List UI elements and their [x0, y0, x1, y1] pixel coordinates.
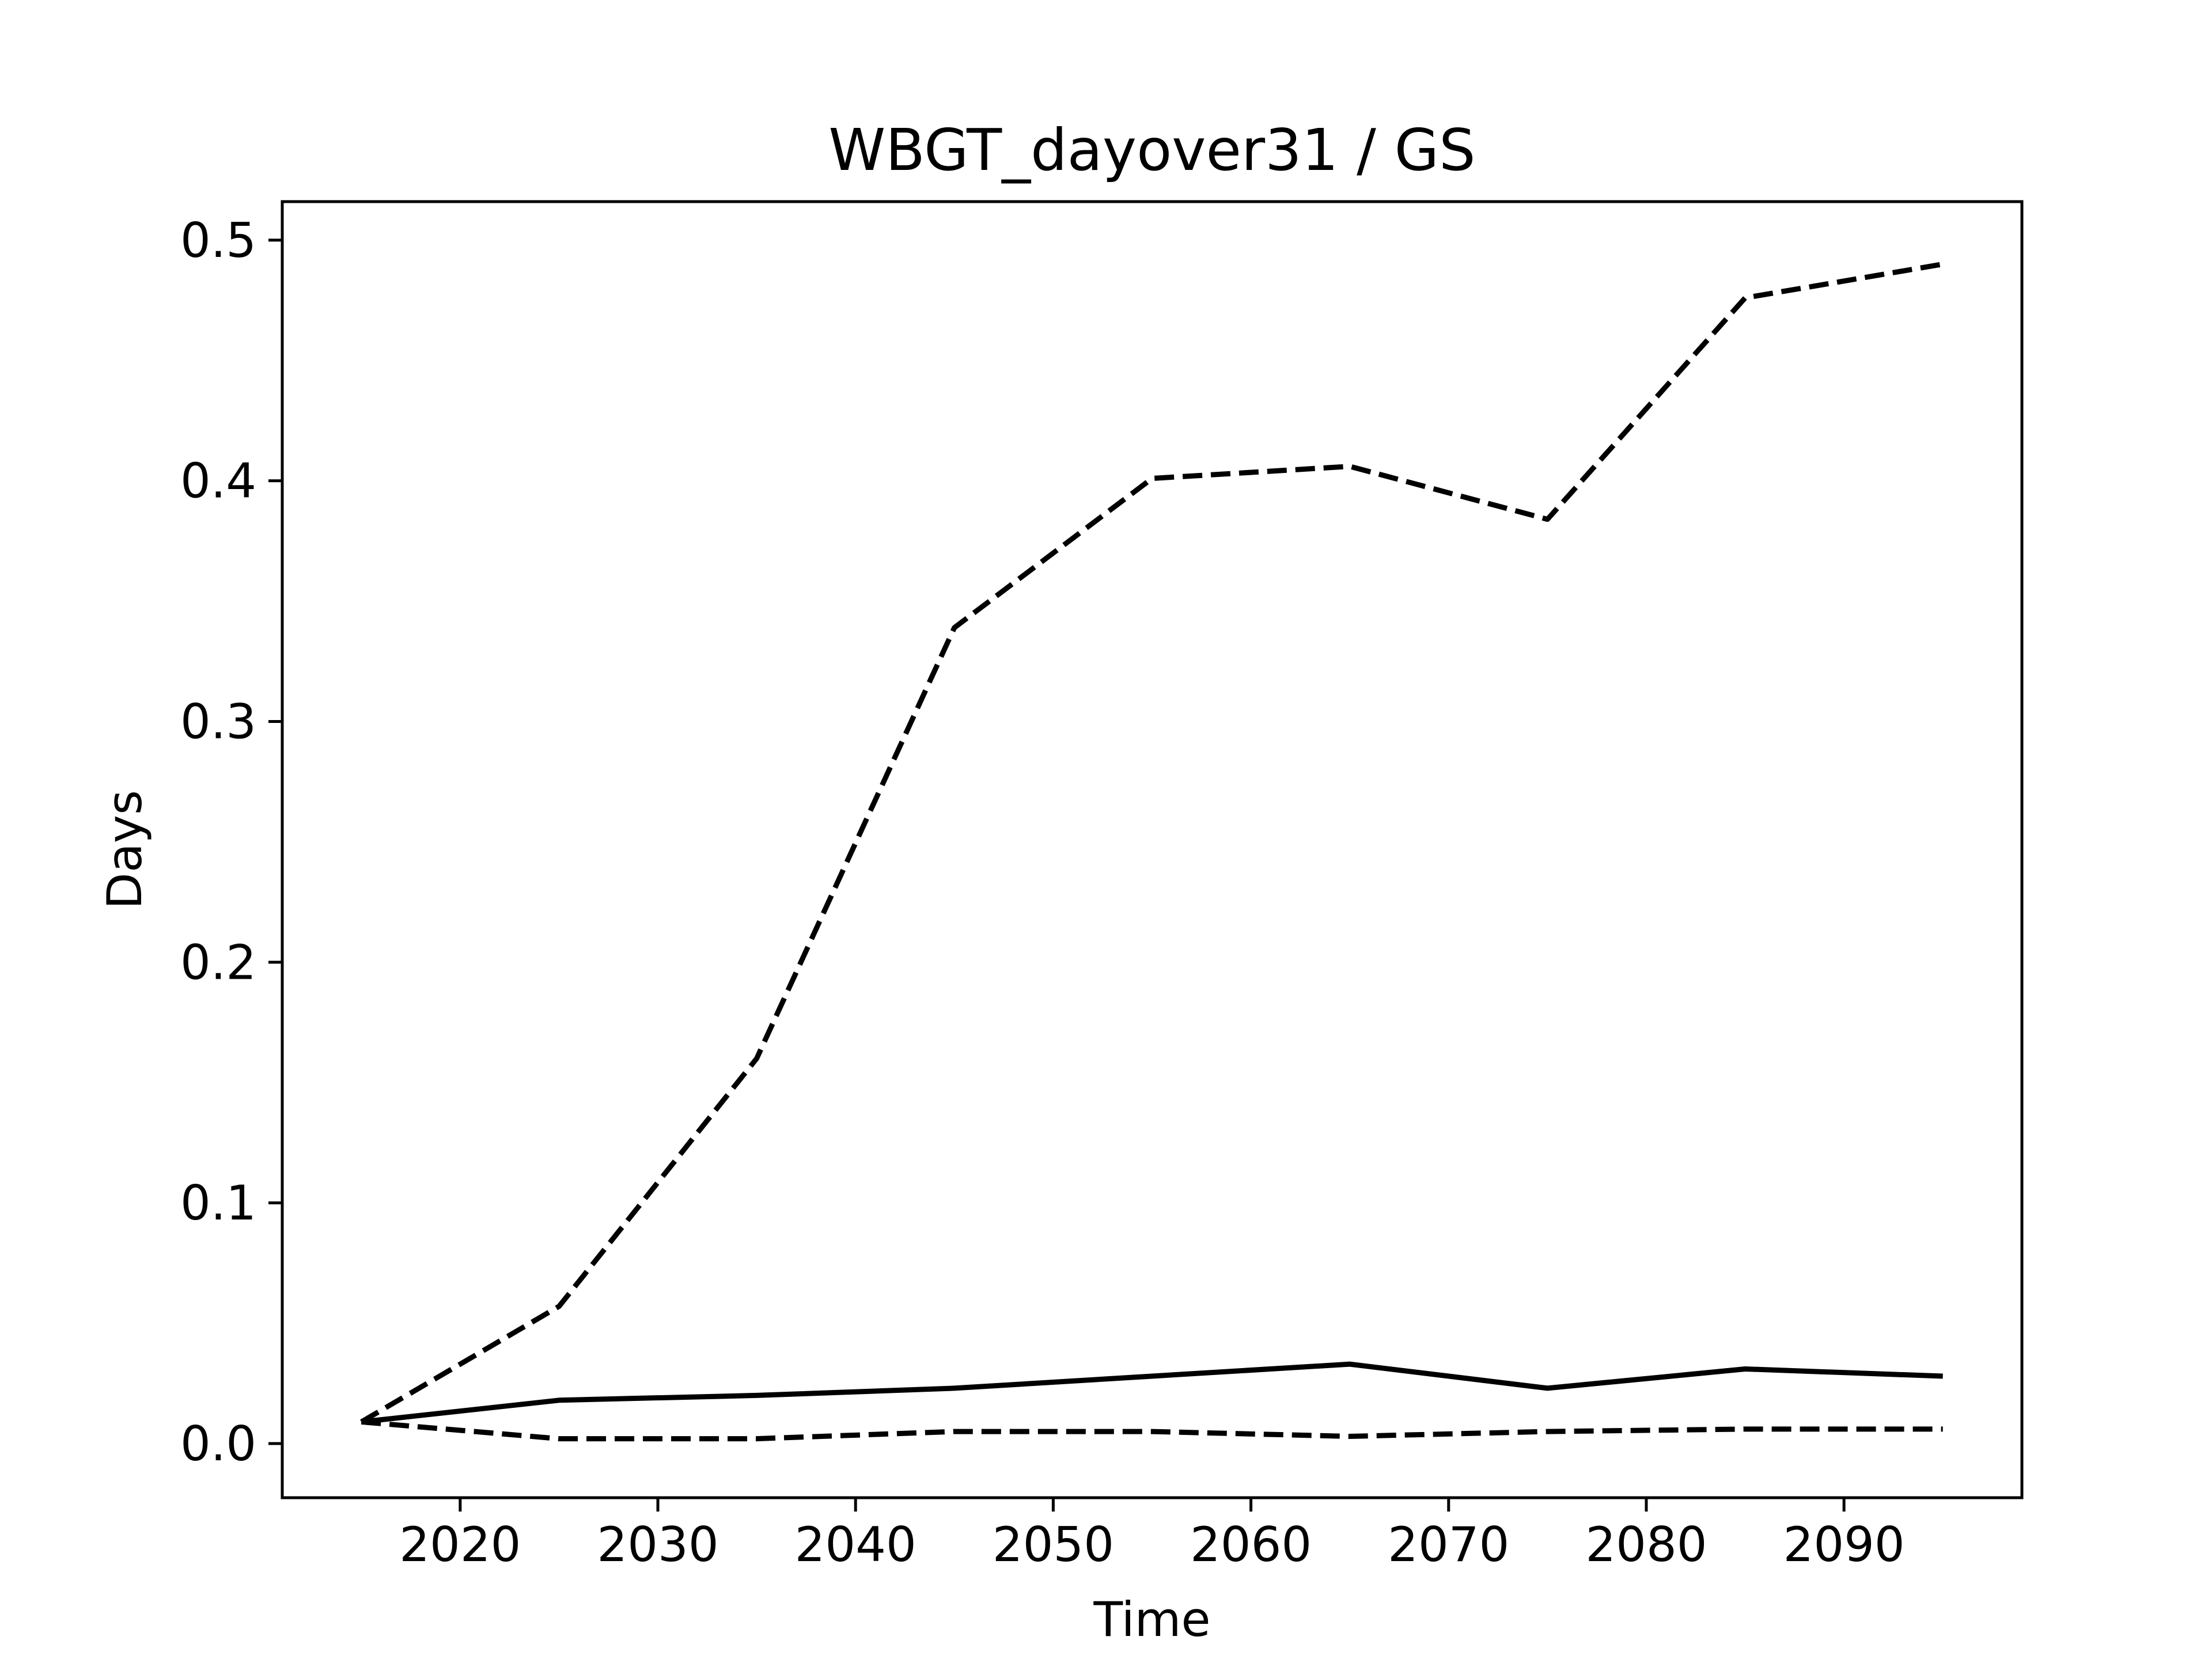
y-tick-label: 0.0: [180, 1416, 256, 1472]
y-tick-label: 0.2: [180, 934, 256, 990]
x-tick-label: 2030: [597, 1517, 718, 1573]
y-tick-label: 0.5: [180, 213, 256, 268]
x-tick-label: 2060: [1190, 1517, 1312, 1573]
y-tick-label: 0.1: [180, 1175, 256, 1231]
series-layer: [360, 262, 1944, 1442]
x-axis-title: Time: [1093, 1592, 1210, 1647]
y-tick-label: 0.4: [180, 453, 256, 509]
x-tick-label: 2020: [399, 1517, 521, 1573]
x-tick-label: 2040: [795, 1517, 916, 1573]
y-axis: 0.0 0.1 0.2 0.3 0.4 0.5: [180, 213, 282, 1472]
y-tick-label: 0.3: [180, 694, 256, 750]
x-tick-label: 2050: [993, 1517, 1114, 1573]
x-tick-label: 2080: [1585, 1517, 1707, 1573]
series-line-1: [360, 262, 1944, 1425]
plot-area-frame: [281, 200, 2024, 1499]
x-tick-label: 2070: [1388, 1517, 1509, 1573]
chart-title: WBGT_dayover31 / GS: [828, 116, 1475, 184]
x-tick-label: 2090: [1783, 1517, 1905, 1573]
series-line-3: [361, 1419, 1943, 1442]
y-axis-title: Days: [97, 790, 153, 909]
series-line-2: [361, 1361, 1943, 1425]
x-axis: 2020 2030 2040 2050 2060 2070 2080 2090: [399, 1498, 1905, 1573]
